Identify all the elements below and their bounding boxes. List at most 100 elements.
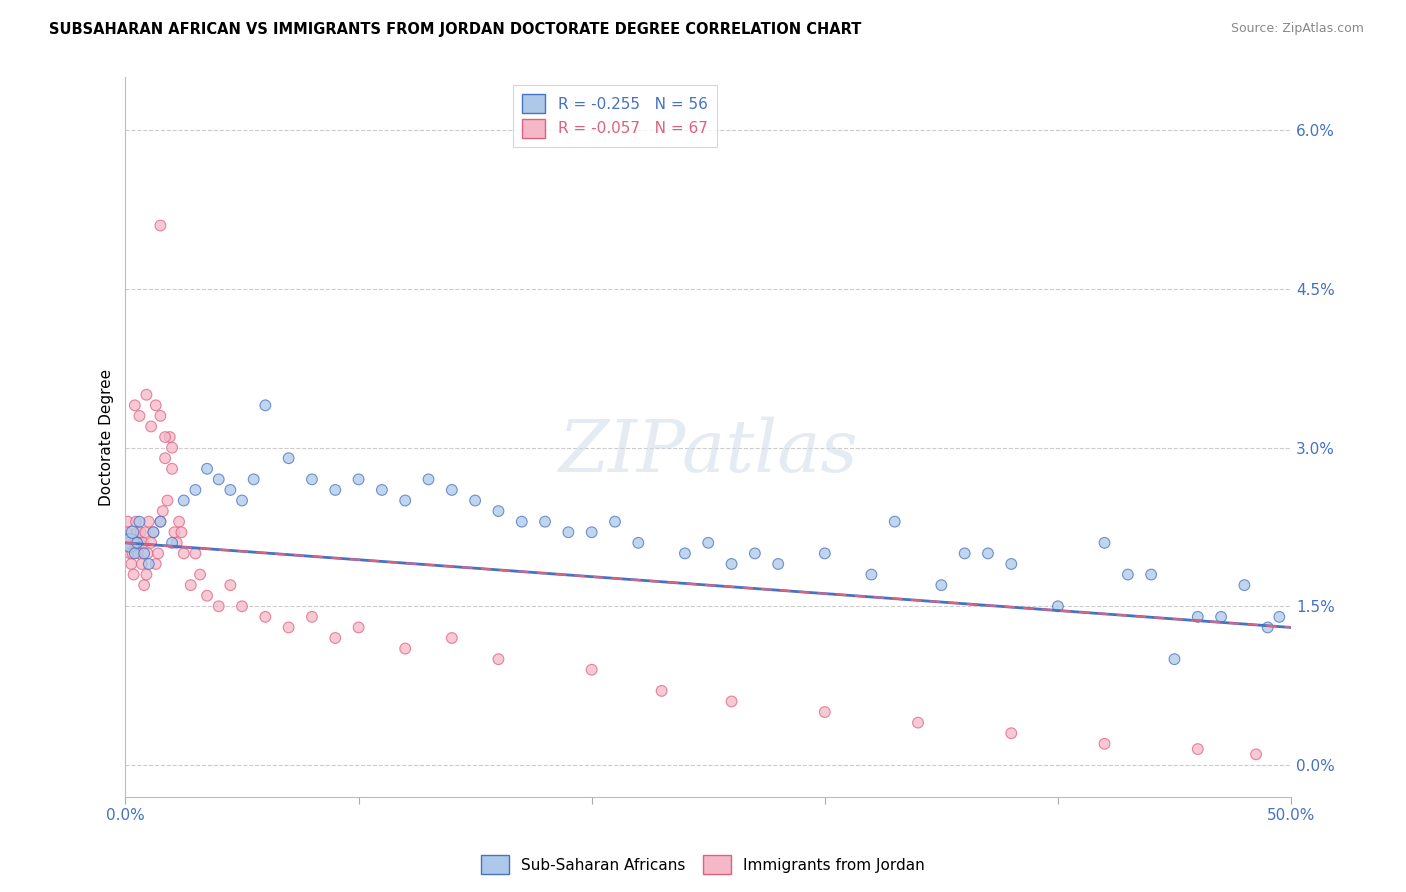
Point — [180, 578, 202, 592]
Point — [1000, 557, 1022, 571]
Point — [1244, 747, 1267, 762]
Point — [1116, 567, 1139, 582]
Point — [557, 525, 579, 540]
Point — [1268, 610, 1291, 624]
Point — [127, 536, 149, 550]
Point — [720, 694, 742, 708]
Point — [134, 525, 156, 540]
Point — [488, 504, 510, 518]
Point — [231, 599, 253, 614]
Point — [121, 525, 143, 540]
Point — [1094, 536, 1116, 550]
Point — [347, 620, 370, 634]
Point — [124, 536, 146, 550]
Point — [115, 525, 138, 540]
Point — [371, 483, 394, 497]
Point — [129, 525, 152, 540]
Point — [153, 430, 176, 444]
Point — [128, 515, 150, 529]
Point — [242, 472, 264, 486]
Point — [323, 631, 346, 645]
Point — [208, 599, 231, 614]
Point — [1257, 620, 1279, 634]
Point — [117, 515, 139, 529]
Point — [188, 567, 211, 582]
Point — [301, 472, 323, 486]
Point — [134, 578, 156, 592]
Point — [534, 515, 557, 529]
Point — [697, 536, 720, 550]
Point — [673, 546, 696, 560]
Point — [277, 451, 299, 466]
Point — [488, 652, 510, 666]
Point — [149, 515, 172, 529]
Point — [1233, 578, 1256, 592]
Point — [883, 515, 905, 529]
Text: SUBSAHARAN AFRICAN VS IMMIGRANTS FROM JORDAN DOCTORATE DEGREE CORRELATION CHART: SUBSAHARAN AFRICAN VS IMMIGRANTS FROM JO… — [49, 22, 862, 37]
Point — [184, 546, 207, 560]
Point — [860, 567, 883, 582]
Point — [977, 546, 1000, 560]
Point — [128, 536, 150, 550]
Point — [814, 705, 837, 719]
Point — [907, 715, 929, 730]
Point — [132, 536, 155, 550]
Point — [134, 546, 156, 560]
Point — [814, 546, 837, 560]
Point — [138, 515, 160, 529]
Point — [1187, 742, 1209, 756]
Point — [277, 620, 299, 634]
Point — [131, 557, 153, 571]
Point — [170, 525, 193, 540]
Point — [931, 578, 953, 592]
Point — [135, 567, 157, 582]
Point — [603, 515, 626, 529]
Point — [153, 451, 176, 466]
Point — [301, 610, 323, 624]
Point — [142, 525, 165, 540]
Point — [651, 684, 673, 698]
Point — [510, 515, 533, 529]
Point — [124, 398, 146, 412]
Point — [127, 546, 149, 560]
Legend: R = -0.255   N = 56, R = -0.057   N = 67: R = -0.255 N = 56, R = -0.057 N = 67 — [513, 85, 717, 147]
Point — [145, 557, 167, 571]
Point — [156, 493, 179, 508]
Legend: Sub-Saharan Africans, Immigrants from Jordan: Sub-Saharan Africans, Immigrants from Jo… — [475, 849, 931, 880]
Point — [581, 525, 603, 540]
Point — [195, 462, 218, 476]
Point — [394, 493, 416, 508]
Point — [1187, 610, 1209, 624]
Point — [418, 472, 440, 486]
Point — [118, 536, 141, 550]
Point — [1140, 567, 1163, 582]
Point — [128, 409, 150, 423]
Point — [124, 546, 146, 560]
Point — [464, 493, 486, 508]
Point — [160, 536, 183, 550]
Point — [152, 504, 174, 518]
Point — [138, 557, 160, 571]
Point — [167, 515, 190, 529]
Point — [136, 546, 159, 560]
Text: ZIPatlas: ZIPatlas — [558, 417, 858, 487]
Y-axis label: Doctorate Degree: Doctorate Degree — [100, 368, 114, 506]
Point — [127, 525, 149, 540]
Point — [173, 546, 195, 560]
Point — [135, 388, 157, 402]
Point — [159, 430, 181, 444]
Point — [120, 536, 142, 550]
Point — [1163, 652, 1185, 666]
Point — [440, 483, 463, 497]
Point — [720, 557, 742, 571]
Point — [166, 536, 188, 550]
Point — [149, 515, 172, 529]
Point — [184, 483, 207, 497]
Point — [219, 483, 242, 497]
Point — [323, 483, 346, 497]
Point — [254, 398, 277, 412]
Point — [195, 589, 218, 603]
Point — [139, 536, 162, 550]
Point — [231, 493, 253, 508]
Point — [120, 546, 142, 560]
